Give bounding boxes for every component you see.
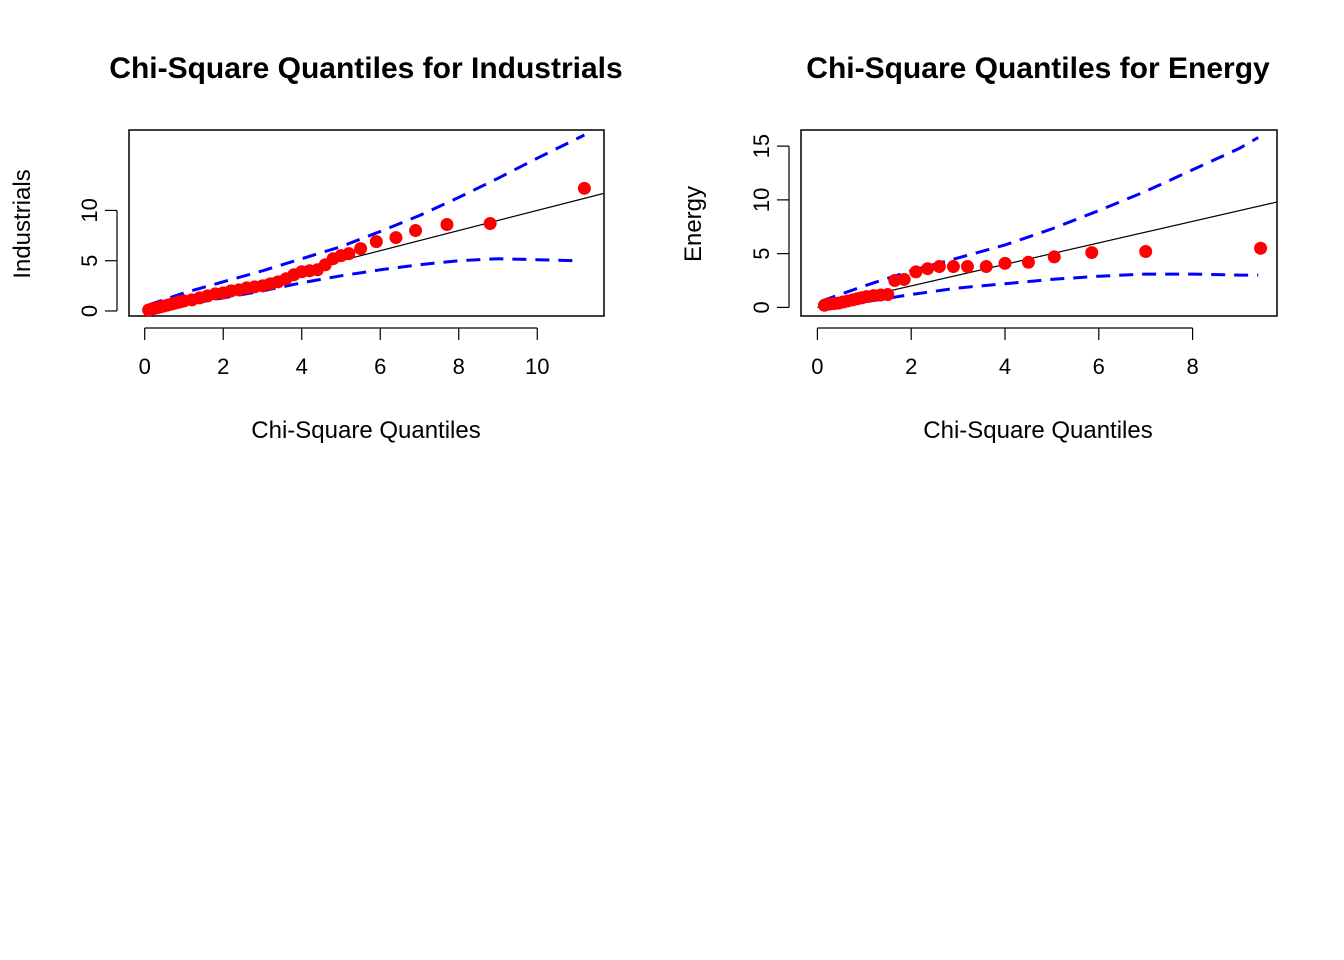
data-point	[1254, 241, 1268, 255]
x-tick-label: 0	[811, 354, 823, 379]
data-point	[342, 247, 356, 261]
x-tick-label: 6	[1093, 354, 1105, 379]
data-point	[921, 262, 935, 276]
envelope-lower-line	[148, 257, 577, 313]
plot-frame	[128, 129, 605, 317]
envelope-lower-line	[821, 272, 1259, 309]
data-point	[897, 272, 911, 286]
data-point	[909, 265, 923, 279]
x-tick-label: 4	[999, 354, 1011, 379]
reference-line	[817, 201, 1277, 308]
x-tick-label: 6	[374, 354, 386, 379]
x-tick-label: 2	[905, 354, 917, 379]
data-point	[888, 274, 902, 288]
chart-title: Chi-Square Quantiles for Industrials	[109, 52, 622, 85]
x-tick-label: 2	[217, 354, 229, 379]
data-point	[932, 260, 946, 274]
x-tick-label: 8	[453, 354, 465, 379]
data-point	[1047, 250, 1061, 264]
data-point	[409, 224, 423, 238]
y-axis: 0 5 10	[77, 198, 118, 317]
x-axis-label: Chi-Square Quantiles	[251, 417, 480, 444]
data-point	[979, 260, 993, 274]
data-point	[960, 260, 974, 274]
y-tick-label: 0	[749, 301, 774, 313]
x-axis: 0 2 4 6 8	[811, 327, 1199, 379]
data-points	[142, 181, 591, 317]
data-point	[881, 287, 895, 301]
data-point	[1139, 244, 1153, 258]
x-tick-label: 8	[1186, 354, 1198, 379]
y-tick-label: 5	[77, 255, 102, 267]
envelope-upper-line	[148, 133, 586, 307]
chart-panel-energy: Chi-Square Quantiles for Energy Chi-Squa…	[680, 52, 1278, 444]
chart-panel-industrials: Chi-Square Quantiles for Industrials Chi…	[9, 52, 623, 444]
x-axis-label: Chi-Square Quantiles	[923, 417, 1152, 444]
data-point	[354, 242, 368, 256]
data-point	[946, 260, 960, 274]
y-tick-label: 15	[749, 134, 774, 158]
chart-title: Chi-Square Quantiles for Energy	[806, 52, 1270, 85]
data-point	[577, 181, 591, 195]
data-point	[440, 218, 454, 232]
y-axis: 0 5 10 15	[749, 134, 790, 314]
y-tick-label: 10	[749, 188, 774, 212]
y-axis-label: Industrials	[9, 169, 36, 278]
plot-frame	[800, 129, 1278, 317]
data-points	[817, 241, 1268, 312]
envelope-upper-line	[821, 136, 1259, 303]
y-tick-label: 0	[77, 305, 102, 317]
x-tick-label: 4	[296, 354, 308, 379]
confidence-envelope	[821, 136, 1259, 309]
data-point	[369, 235, 383, 249]
confidence-envelope	[148, 133, 586, 313]
y-tick-label: 5	[749, 248, 774, 260]
y-axis-label: Energy	[680, 186, 707, 262]
data-point	[483, 217, 497, 231]
data-point	[1085, 246, 1099, 260]
y-tick-label: 10	[77, 198, 102, 222]
reference-line-segment	[817, 201, 1277, 308]
data-point	[998, 256, 1012, 270]
x-tick-label: 10	[525, 354, 549, 379]
data-point	[389, 231, 403, 245]
x-axis: 0 2 4 6 8 10	[139, 327, 550, 379]
data-point	[1021, 255, 1035, 269]
x-tick-label: 0	[139, 354, 151, 379]
